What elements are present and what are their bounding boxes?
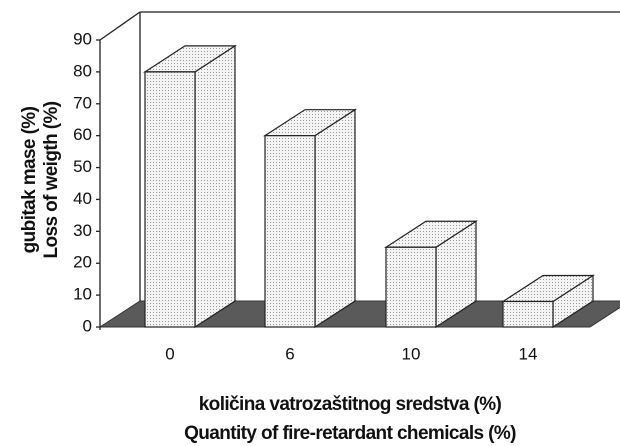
y-tick-label: 30 (73, 221, 92, 240)
y-tick-label: 70 (73, 93, 92, 112)
x-tick-label: 0 (165, 344, 174, 363)
x-tick-label: 6 (285, 344, 294, 363)
axis-frame (99, 11, 620, 330)
bar (142, 44, 238, 329)
y-axis-label: Loss of weigth (%) (41, 101, 62, 258)
bar-front (385, 246, 437, 328)
y-axis-label: gubitak mase (%) (19, 106, 40, 253)
y-tick-label: 0 (83, 316, 92, 335)
y-tick-label: 80 (73, 61, 92, 80)
x-tick-label: 10 (402, 344, 421, 363)
y-tick-label: 90 (73, 29, 92, 48)
x-axis-label: količina vatrozaštitnog sredstva (%) (199, 394, 502, 415)
bar (500, 274, 596, 329)
bar (383, 220, 479, 329)
bar-front (264, 135, 316, 328)
x-axis-label: Quantity of fire-retardant chemicals (%) (184, 423, 516, 444)
y-tick-label: 10 (73, 285, 92, 304)
y-tick-label: 60 (73, 125, 92, 144)
x-tick-label: 14 (519, 344, 538, 363)
bar-front (144, 71, 196, 328)
bar-side (314, 108, 356, 329)
bar-front (502, 300, 554, 328)
y-tick-label: 40 (73, 189, 92, 208)
bar (262, 108, 358, 329)
y-tick-label: 20 (73, 253, 92, 272)
y-tick-label: 50 (73, 157, 92, 176)
bar-side (194, 44, 236, 329)
